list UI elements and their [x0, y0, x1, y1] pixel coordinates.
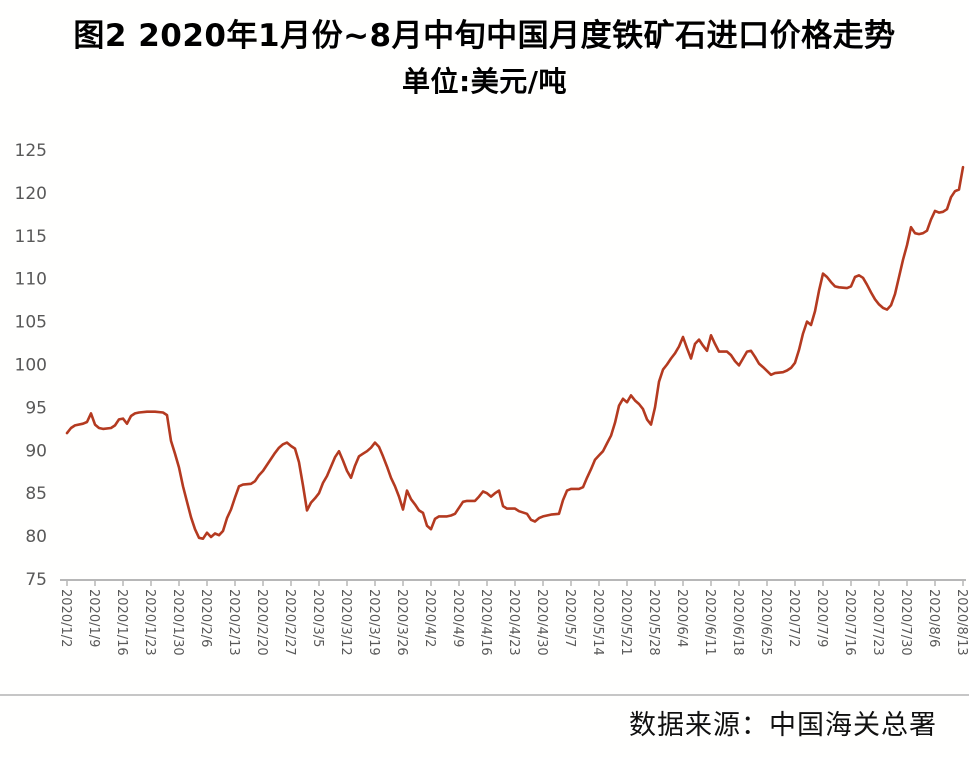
x-axis-label: 2020/2/13: [226, 589, 241, 656]
x-axis-label: 2020/7/2: [786, 589, 801, 647]
x-axis-label: 2020/7/16: [842, 589, 857, 656]
x-axis-label: 2020/6/4: [674, 589, 689, 647]
x-axis-label: 2020/1/9: [86, 589, 101, 647]
y-axis-label: 75: [25, 570, 47, 590]
x-axis-label: 2020/7/9: [814, 589, 829, 647]
x-axis-label: 2020/4/2: [422, 589, 437, 647]
x-axis-label: 2020/8/6: [926, 589, 941, 647]
x-axis-label: 2020/5/28: [646, 589, 661, 656]
figure-unit-subtitle: 单位:美元/吨: [402, 65, 567, 98]
y-axis-label: 80: [25, 527, 47, 547]
x-axis-label: 2020/5/14: [590, 589, 605, 656]
x-axis-label: 2020/4/23: [506, 589, 521, 656]
x-axis-label: 2020/3/26: [394, 589, 409, 656]
x-axis-label: 2020/2/27: [282, 589, 297, 656]
y-axis-label: 125: [15, 141, 47, 161]
x-axis-label: 2020/5/21: [618, 589, 633, 656]
x-axis-label: 2020/1/30: [170, 589, 185, 656]
x-axis-label: 2020/7/23: [870, 589, 885, 656]
x-axis-label: 2020/3/5: [310, 589, 325, 647]
y-axis-label: 110: [15, 270, 47, 290]
y-axis-label: 120: [15, 184, 47, 204]
x-axis-label: 2020/3/12: [338, 589, 353, 656]
x-axis-label: 2020/2/6: [198, 589, 213, 647]
x-axis-label: 2020/6/11: [702, 589, 717, 656]
x-axis-label: 2020/8/13: [954, 589, 969, 656]
data-source: 数据来源：中国海关总署: [629, 710, 937, 741]
x-axis-label: 2020/4/9: [450, 589, 465, 647]
y-axis-label: 115: [15, 227, 47, 247]
x-axis-label: 2020/5/7: [562, 589, 577, 647]
x-axis-label: 2020/4/30: [534, 589, 549, 656]
x-axis-label: 2020/3/19: [366, 589, 381, 656]
y-axis-label: 100: [15, 356, 47, 376]
y-axis-label: 95: [25, 398, 47, 418]
x-axis-label: 2020/7/30: [898, 589, 913, 656]
x-axis-label: 2020/6/25: [758, 589, 773, 656]
x-axis-label: 2020/4/16: [478, 589, 493, 656]
y-axis-label: 85: [25, 484, 47, 504]
x-axis-label: 2020/1/16: [114, 589, 129, 656]
price-line: [65, 165, 965, 541]
x-axis-label: 2020/2/20: [254, 589, 269, 656]
footer-divider: [0, 694, 969, 696]
y-axis-label: 90: [25, 441, 47, 461]
figure-title: 图2 2020年1月份~8月中旬中国月度铁矿石进口价格走势: [73, 18, 896, 54]
x-axis-label: 2020/1/23: [142, 589, 157, 656]
x-axis-label: 2020/6/18: [730, 589, 745, 656]
x-axis-label: 2020/1/2: [58, 589, 73, 647]
y-axis-label: 105: [15, 313, 47, 333]
